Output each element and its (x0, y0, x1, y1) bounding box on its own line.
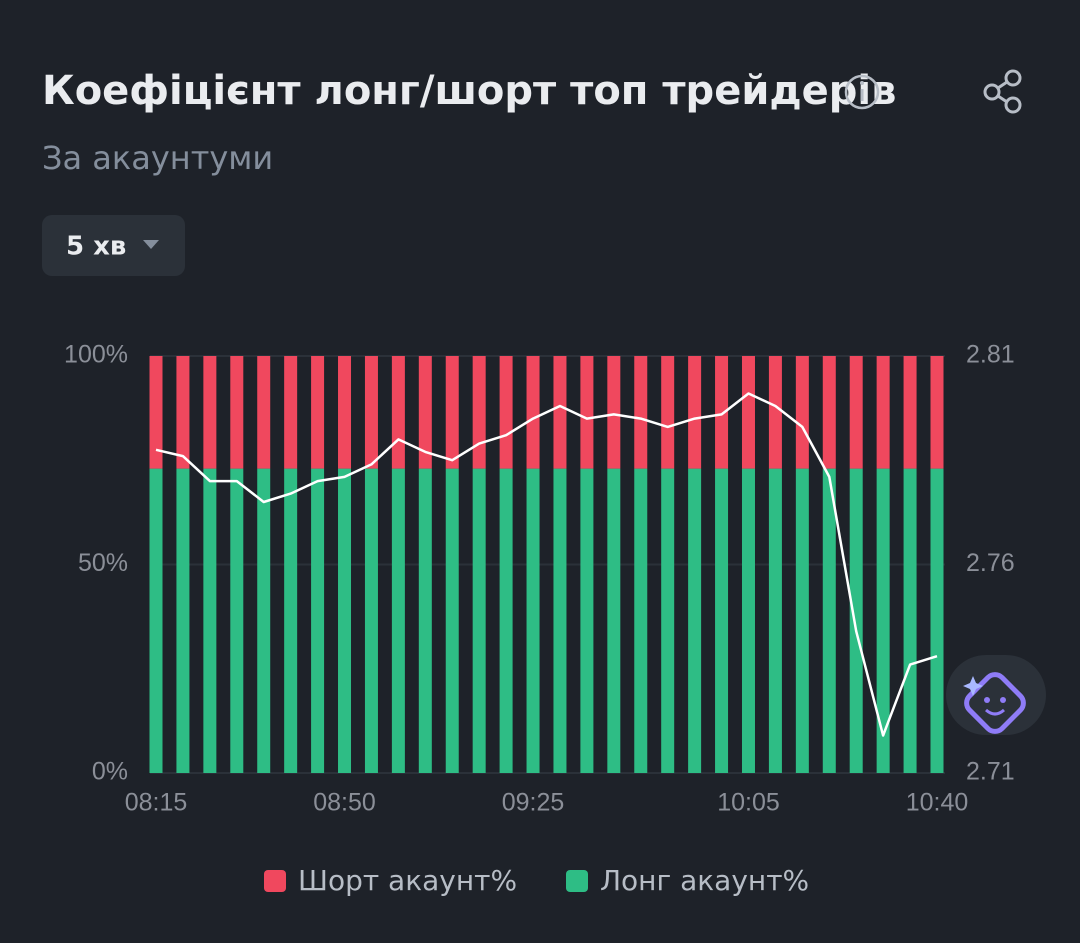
bar-segment (391, 356, 405, 469)
bar-segment (768, 468, 782, 773)
info-icon[interactable] (844, 74, 880, 110)
subtitle: За акаунтуми (42, 139, 273, 177)
bar-segment (580, 356, 594, 469)
bar-segment (445, 356, 459, 469)
bar-segment (203, 356, 217, 469)
bar-segment (553, 468, 567, 773)
bar-segment (795, 468, 809, 773)
bar-segment (472, 468, 486, 773)
bar-segment (391, 468, 405, 773)
bar-segment (526, 356, 540, 469)
bar-segment (903, 356, 917, 469)
bar-segment (876, 356, 890, 469)
bar-segment (203, 468, 217, 773)
bar-segment (311, 356, 325, 469)
legend-label: Лонг акаунт% (600, 864, 809, 897)
bar-segment (741, 356, 755, 469)
bar-segment (338, 356, 352, 469)
ai-assistant-icon[interactable] (946, 655, 1046, 736)
bar-segment (553, 356, 567, 469)
x-tick-label: 08:15 (125, 789, 188, 817)
y-tick-label: 50% (78, 549, 128, 577)
bar-segment (930, 468, 944, 773)
bar-segment (418, 468, 432, 773)
interval-dropdown[interactable]: 5 хв (42, 215, 185, 276)
legend-swatch (566, 870, 588, 892)
bar-segment (607, 356, 621, 469)
bar-segment (364, 356, 378, 469)
bar-segment (311, 468, 325, 773)
legend: Шорт акаунт% Лонг акаунт% (264, 864, 809, 897)
bar-segment (930, 356, 944, 469)
x-tick-label: 08:50 (313, 789, 376, 817)
bar-segment (849, 356, 863, 469)
bar-segment (257, 356, 271, 469)
bar-segment (149, 468, 163, 773)
bar-segment (661, 468, 675, 773)
bar-segment (364, 468, 378, 773)
bar-segment (418, 356, 432, 469)
bar-segment (499, 356, 513, 469)
bar-segment (661, 356, 675, 469)
bar-segment (230, 356, 244, 469)
share-icon[interactable] (983, 69, 1022, 114)
x-tick-label: 10:05 (717, 789, 780, 817)
title: Коефіцієнт лонг/шорт топ трейдерів (42, 68, 896, 114)
bar-segment (149, 356, 163, 469)
bar-segment (849, 468, 863, 773)
bar-segment (795, 356, 809, 469)
bar-segment (715, 356, 729, 469)
bar-segment (688, 468, 702, 773)
x-tick-label: 10:40 (906, 789, 969, 817)
interval-label: 5 хв (66, 232, 126, 262)
bar-segment (876, 468, 890, 773)
y2-tick-label: 2.71 (966, 758, 1015, 786)
bar-segment (634, 356, 648, 469)
bar-segment (903, 468, 917, 773)
bar-segment (284, 356, 298, 469)
legend-label: Шорт акаунт% (298, 864, 517, 897)
bar-segment (176, 356, 190, 469)
ratio-line (155, 392, 938, 737)
bar-segment (768, 356, 782, 469)
bar-segment (284, 468, 298, 773)
bar-segment (338, 468, 352, 773)
bar-segment (634, 468, 648, 773)
y2-tick-label: 2.76 (966, 549, 1015, 577)
bar-segment (499, 468, 513, 773)
y2-tick-label: 2.81 (966, 341, 1015, 369)
bar-segment (445, 468, 459, 773)
bar-segment (715, 468, 729, 773)
bar-segment (257, 468, 271, 773)
legend-swatch (264, 870, 286, 892)
bar-segment (822, 356, 836, 469)
bar-segment (176, 468, 190, 773)
bar-segment (607, 468, 621, 773)
bar-segment (580, 468, 594, 773)
y-tick-label: 100% (64, 341, 128, 369)
bar-segment (230, 468, 244, 773)
y-tick-label: 0% (92, 758, 128, 786)
bar-segment (472, 356, 486, 469)
bar-segment (822, 468, 836, 773)
bar-segment (688, 356, 702, 469)
bar-segment (526, 468, 540, 773)
x-tick-label: 09:25 (502, 789, 565, 817)
bar-segment (741, 468, 755, 773)
